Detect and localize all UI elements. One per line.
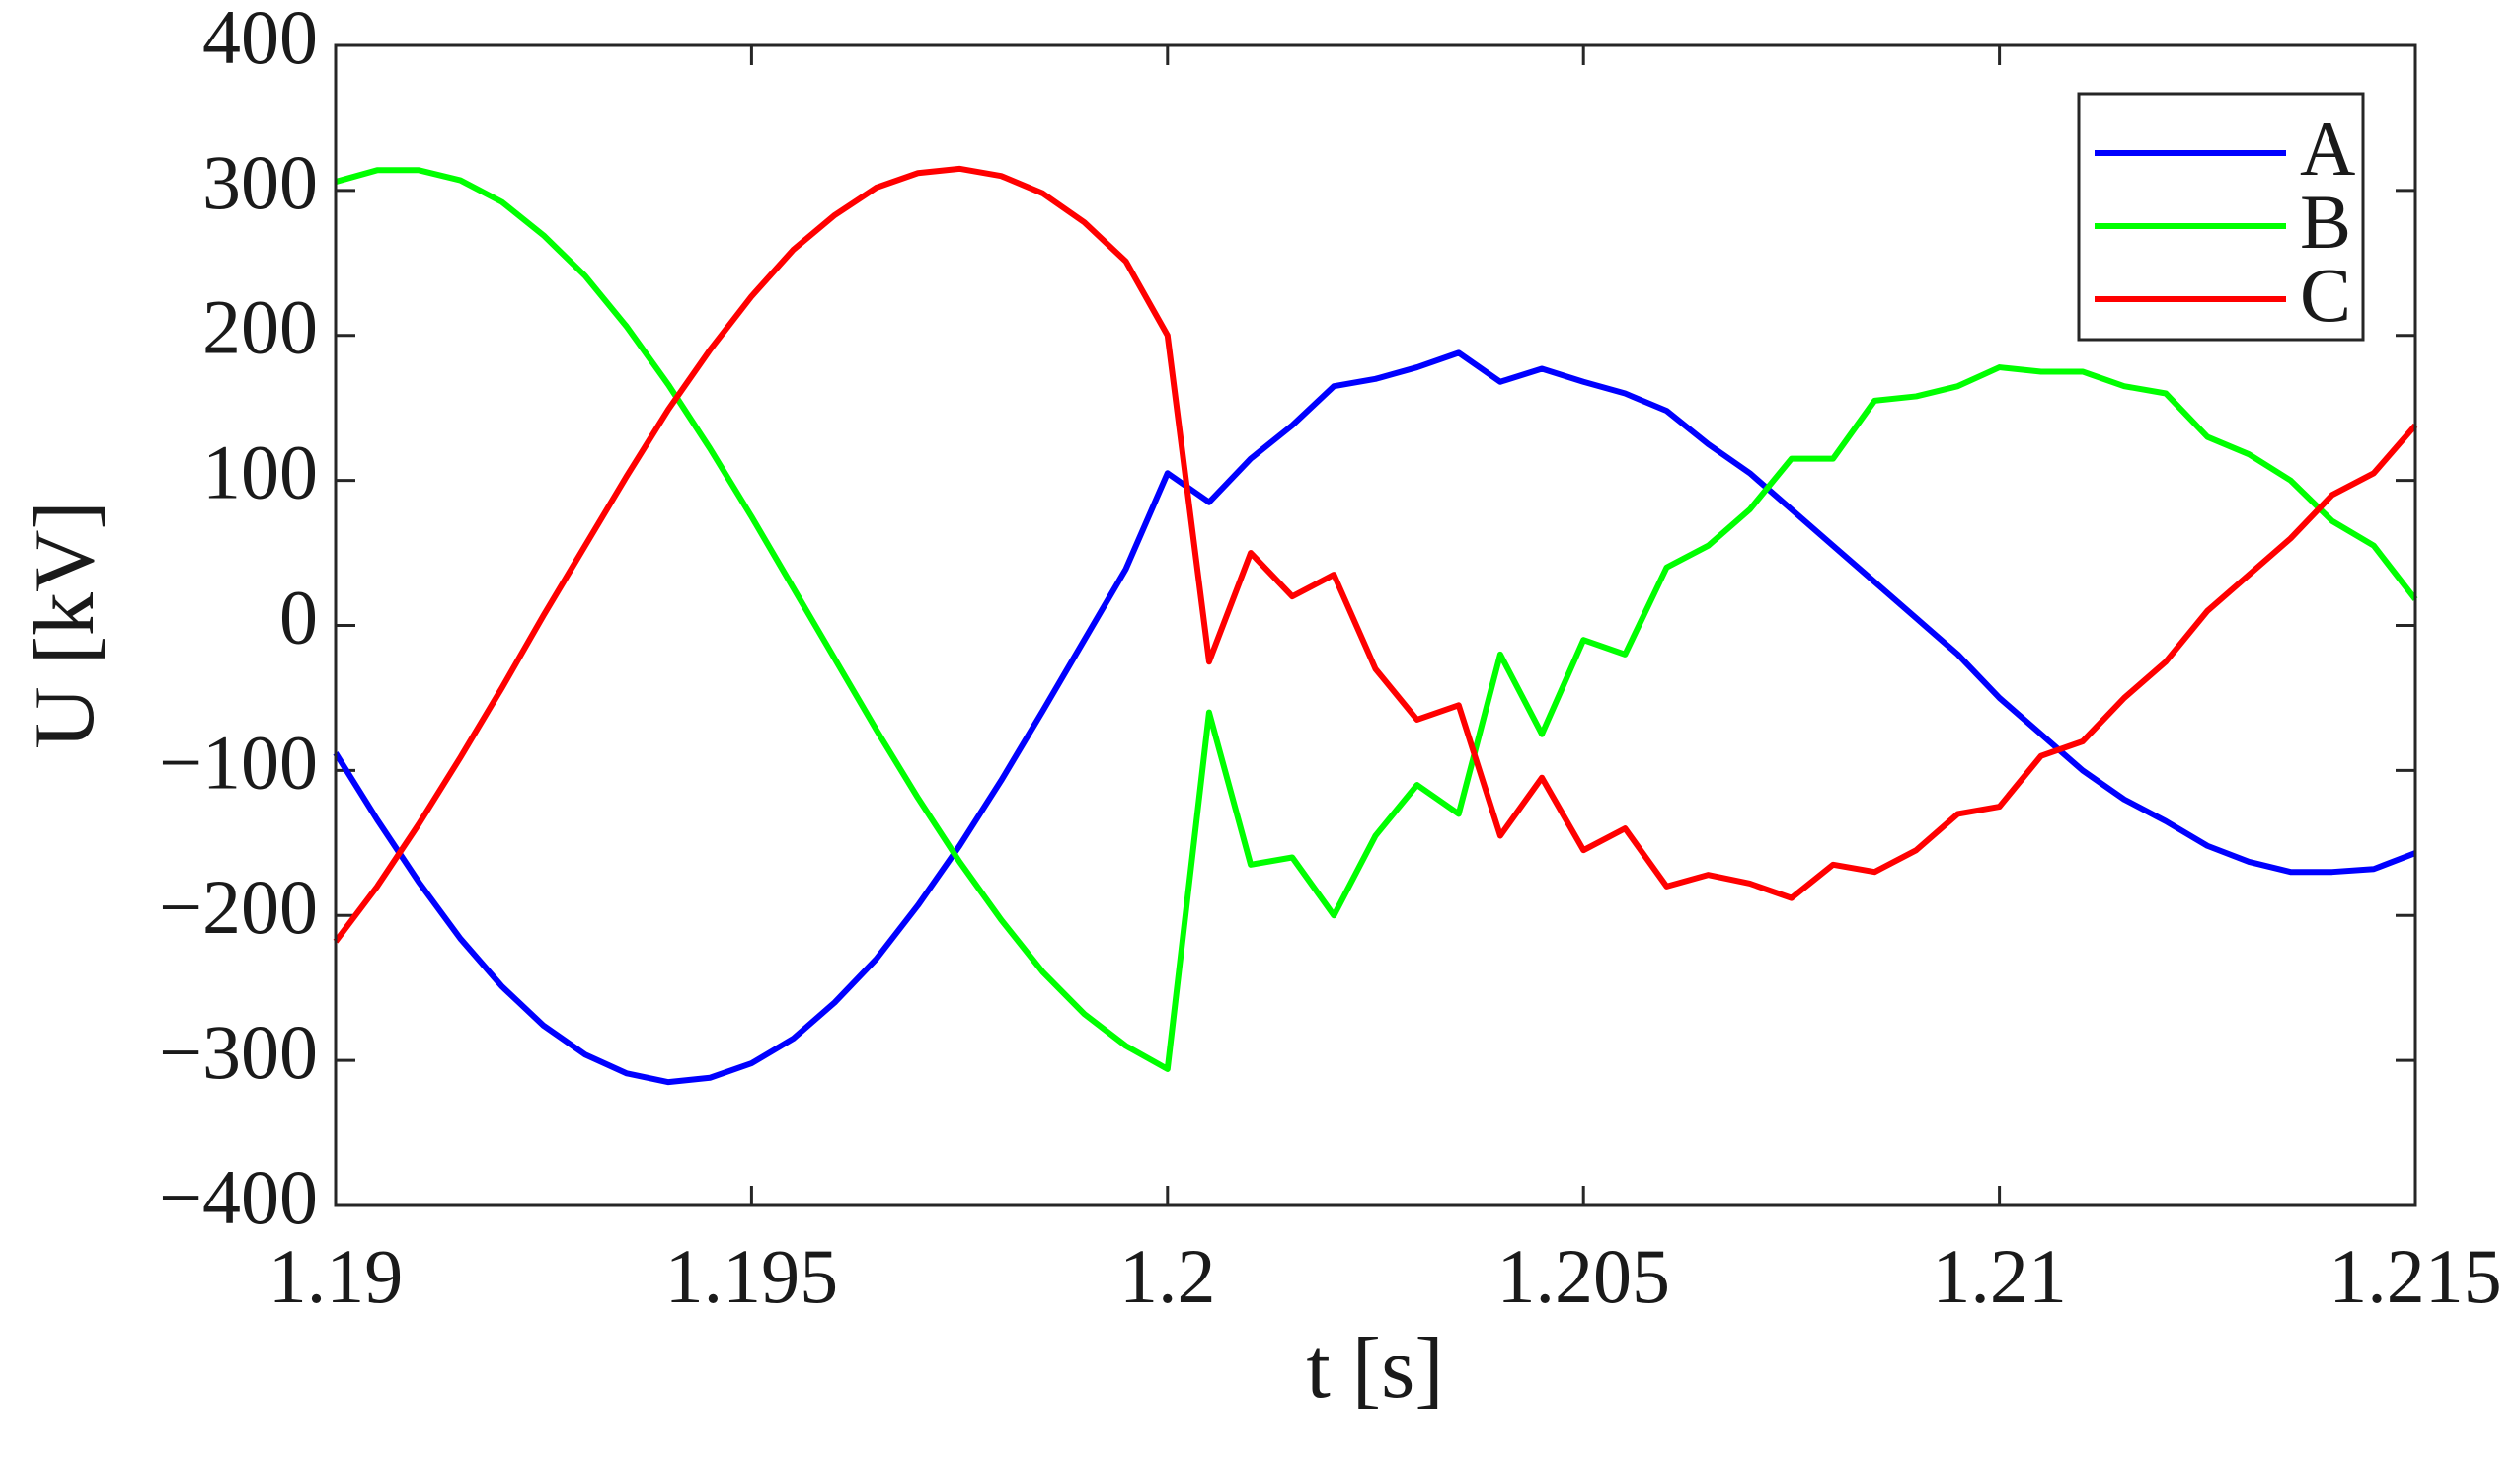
y-tick-label: 400 bbox=[202, 0, 318, 80]
x-tick-label: 1.215 bbox=[2329, 1233, 2502, 1319]
data-line bbox=[335, 167, 2418, 1072]
plot-frame bbox=[334, 43, 2417, 1207]
y-tick-label: 200 bbox=[202, 284, 318, 370]
x-tick-label: 1.195 bbox=[665, 1233, 839, 1319]
x-tick-label: 1.2 bbox=[1119, 1233, 1216, 1319]
y-tick-label: 0 bbox=[279, 574, 318, 659]
x-axis-label: t [s] bbox=[1306, 1321, 1443, 1417]
y-tick-label: −400 bbox=[159, 1154, 318, 1240]
y-tick-label: 300 bbox=[202, 139, 318, 225]
legend-label: B bbox=[2300, 179, 2351, 265]
y-tick-label: −100 bbox=[159, 719, 318, 805]
x-tick-label: 1.205 bbox=[1496, 1233, 1670, 1319]
y-tick-label: −300 bbox=[159, 1009, 318, 1095]
x-tick-label: 1.21 bbox=[1932, 1233, 2067, 1319]
legend-label: C bbox=[2300, 252, 2351, 338]
y-axis-label: U [kV] bbox=[17, 501, 113, 749]
y-tick-label: 100 bbox=[202, 429, 318, 515]
x-tick-label: 1.19 bbox=[268, 1233, 404, 1319]
legend: ABC bbox=[2077, 92, 2365, 342]
legend-label: A bbox=[2300, 106, 2355, 192]
y-tick-label: −200 bbox=[159, 864, 318, 950]
data-line bbox=[333, 349, 2417, 1086]
data-line bbox=[333, 165, 2418, 944]
